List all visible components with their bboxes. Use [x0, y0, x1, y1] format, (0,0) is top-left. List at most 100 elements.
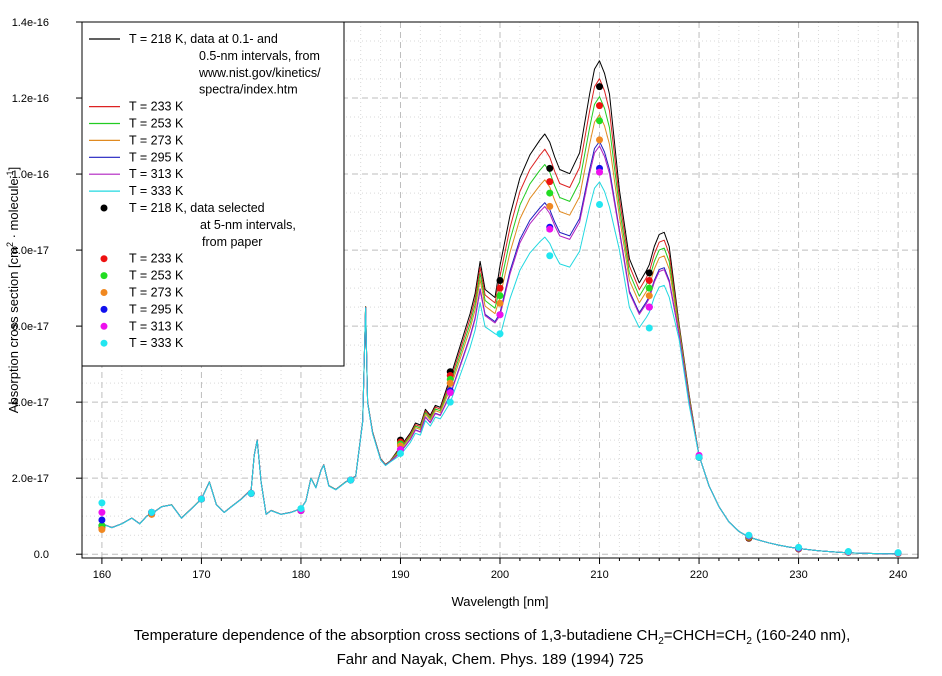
x-tick-label: 230	[789, 569, 807, 581]
legend-label: T = 313 K	[129, 319, 184, 333]
y-label-mid: · molecule	[6, 178, 21, 242]
series-line	[101, 181, 899, 555]
data-point	[98, 516, 106, 524]
x-tick-label: 170	[192, 569, 210, 581]
data-point	[98, 525, 106, 533]
y-tick-label: 1.2e-16	[12, 93, 49, 105]
data-point	[347, 476, 355, 484]
data-point	[645, 303, 653, 311]
legend-label: www.nist.gov/kinetics/	[198, 66, 321, 80]
y-label-sup-2: -1	[5, 170, 15, 178]
x-tick-label: 190	[391, 569, 409, 581]
legend-point-swatch	[100, 204, 108, 212]
legend-label: T = 295 K	[129, 302, 184, 316]
legend-point-swatch	[100, 322, 108, 330]
data-point	[546, 189, 554, 197]
legend-label: T = 253 K	[129, 117, 184, 131]
y-tick-label: 2.0e-17	[12, 473, 49, 485]
data-point	[596, 168, 604, 176]
data-point	[596, 102, 604, 110]
plot-area	[98, 60, 902, 557]
y-label-end: ]	[6, 167, 21, 171]
legend-label: 0.5-nm intervals, from	[199, 49, 320, 63]
data-point	[844, 548, 852, 556]
legend-label: T = 273 K	[129, 133, 184, 147]
y-tick-label: 8.0e-17	[12, 245, 49, 257]
axes: 160 170 180 190 200 210 220 230 240 0.0 2.0e-17 4.0…	[12, 17, 908, 581]
data-point	[247, 489, 255, 497]
x-axis-label: Wavelength [nm]	[451, 594, 548, 609]
legend-label: spectra/index.htm	[199, 83, 298, 97]
legend-label: T = 273 K	[129, 286, 184, 300]
legend-label: T = 333 K	[129, 336, 184, 350]
x-tick-label: 180	[292, 569, 310, 581]
caption-mid: =CHCH=CH	[664, 627, 747, 644]
x-tick-label: 210	[590, 569, 608, 581]
data-point	[645, 292, 653, 300]
data-point	[546, 164, 554, 172]
data-point	[695, 453, 703, 461]
data-point	[546, 178, 554, 186]
caption-pre: Temperature dependence of the absorption…	[134, 627, 659, 644]
caption-post: (160-240 nm),	[752, 627, 850, 644]
legend-label: T = 233 K	[129, 100, 184, 114]
legend-label: from paper	[202, 235, 262, 249]
y-tick-label: 1.4e-16	[12, 17, 49, 29]
caption-line-1: Temperature dependence of the absorption…	[134, 627, 851, 647]
legend-point-swatch	[100, 305, 108, 313]
data-point	[496, 299, 504, 307]
data-point	[596, 136, 604, 144]
y-tick-label: 4.0e-17	[12, 397, 49, 409]
data-point	[396, 449, 404, 457]
data-point	[596, 83, 604, 91]
caption-sub-1: 2	[658, 636, 664, 647]
legend-label: T = 218 K, data selected	[129, 201, 265, 215]
data-point	[894, 549, 902, 557]
legend-point-swatch	[100, 339, 108, 347]
legend-point-swatch	[100, 255, 108, 263]
data-point	[98, 508, 106, 516]
data-point	[496, 330, 504, 338]
data-point	[645, 324, 653, 332]
data-point	[297, 505, 305, 513]
data-point	[645, 269, 653, 277]
x-tick-label: 160	[93, 569, 111, 581]
legend-label: T = 333 K	[129, 184, 184, 198]
data-point	[645, 284, 653, 292]
data-point	[98, 499, 106, 507]
data-point	[745, 531, 753, 539]
x-tick-label: 240	[889, 569, 907, 581]
legend-label: T = 253 K	[129, 269, 184, 283]
x-tick-label: 220	[690, 569, 708, 581]
data-point	[546, 225, 554, 233]
data-point	[446, 398, 454, 406]
data-point	[795, 543, 803, 551]
legend-label: T = 233 K	[129, 252, 184, 266]
data-point	[546, 252, 554, 260]
data-point	[197, 495, 205, 503]
y-tick-label: 1.0e-16	[12, 169, 49, 181]
data-point	[596, 117, 604, 125]
data-point	[645, 276, 653, 284]
data-point	[446, 389, 454, 397]
legend-point-swatch	[100, 272, 108, 280]
data-point	[496, 276, 504, 284]
legend-label: T = 295 K	[129, 150, 184, 164]
y-tick-label: 0.0	[34, 549, 49, 561]
caption-sub-2: 2	[746, 636, 752, 647]
data-point	[496, 292, 504, 300]
data-point	[496, 284, 504, 292]
legend-box	[81, 21, 345, 367]
data-point	[546, 202, 554, 210]
caption-line-2: Fahr and Nayak, Chem. Phys. 189 (1994) 7…	[337, 651, 644, 668]
legend-label: T = 218 K, data at 0.1- and	[129, 32, 278, 46]
y-axis-label: Absorption cross section [cm2 · molecule…	[5, 167, 21, 413]
y-label-main: Absorption cross section [cm	[6, 247, 21, 413]
y-label-sup-1: 2	[5, 242, 15, 247]
legend-label: at 5-nm intervals,	[200, 218, 296, 232]
y-tick-label: 6.0e-17	[12, 321, 49, 333]
data-point	[596, 200, 604, 208]
x-tick-label: 200	[491, 569, 509, 581]
